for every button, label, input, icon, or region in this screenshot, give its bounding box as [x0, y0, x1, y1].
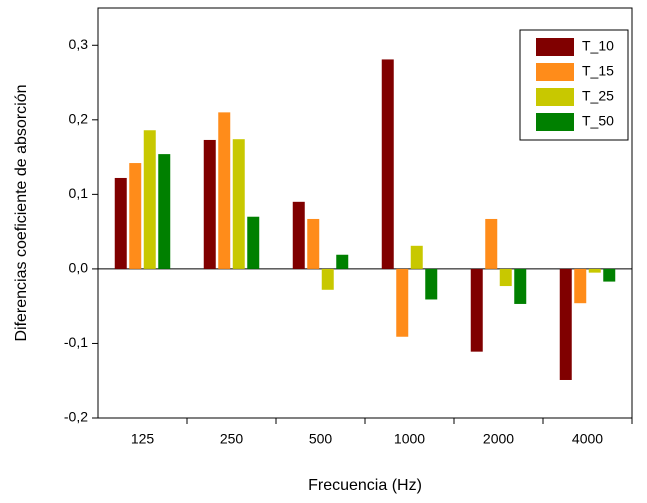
bar — [470, 268, 483, 352]
y-axis-label: Diferencias coeficiente de absorción — [13, 84, 30, 341]
legend-swatch — [536, 113, 574, 131]
y-tick-label: 0,2 — [69, 111, 89, 127]
x-tick-label: 125 — [131, 431, 155, 447]
bar — [410, 245, 423, 269]
legend-swatch — [536, 88, 574, 106]
bar — [381, 59, 394, 269]
x-tick-label: 250 — [220, 431, 244, 447]
bar — [158, 154, 171, 269]
bar — [336, 254, 349, 269]
x-tick-label: 4000 — [572, 431, 603, 447]
x-axis-label: Frecuencia (Hz) — [308, 477, 422, 494]
bar — [514, 268, 527, 304]
legend-label: T_15 — [582, 63, 614, 79]
x-tick-label: 2000 — [483, 431, 514, 447]
bar — [247, 216, 260, 269]
bar — [218, 112, 231, 269]
legend-swatch — [536, 63, 574, 81]
legend-label: T_10 — [582, 38, 614, 54]
bar — [307, 218, 320, 269]
y-tick-label: 0,0 — [69, 260, 89, 276]
bar — [143, 130, 156, 269]
bar — [232, 139, 245, 269]
bar — [588, 268, 601, 273]
bar — [574, 268, 587, 304]
bar — [203, 139, 216, 269]
legend-label: T_50 — [582, 113, 614, 129]
y-tick-label: -0,1 — [64, 334, 88, 350]
y-tick-label: -0,2 — [64, 409, 88, 425]
bar — [292, 201, 305, 269]
bar — [114, 177, 127, 269]
y-tick-label: 0,1 — [69, 185, 89, 201]
bar — [321, 268, 334, 290]
legend-swatch — [536, 38, 574, 56]
x-tick-label: 1000 — [394, 431, 425, 447]
legend-label: T_25 — [582, 88, 614, 104]
bar — [425, 268, 438, 300]
bar — [129, 163, 142, 269]
bar — [396, 268, 409, 337]
bar — [559, 268, 572, 380]
bar — [485, 218, 498, 269]
bar — [603, 268, 616, 282]
x-tick-label: 500 — [309, 431, 333, 447]
y-tick-label: 0,3 — [69, 36, 89, 52]
bar — [499, 268, 512, 287]
